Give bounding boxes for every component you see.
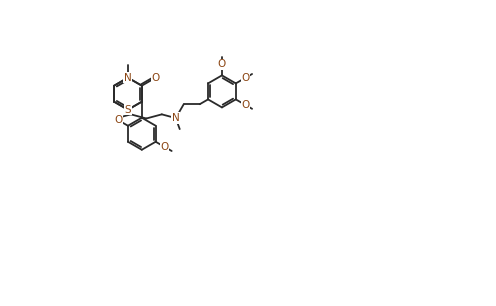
- Text: O: O: [241, 100, 249, 110]
- Text: O: O: [241, 73, 249, 83]
- Text: O: O: [160, 142, 169, 152]
- Text: O: O: [114, 115, 123, 125]
- Text: S: S: [124, 105, 131, 115]
- Text: O: O: [151, 73, 160, 83]
- Text: O: O: [218, 59, 226, 69]
- Text: N: N: [124, 73, 132, 83]
- Text: N: N: [172, 113, 180, 123]
